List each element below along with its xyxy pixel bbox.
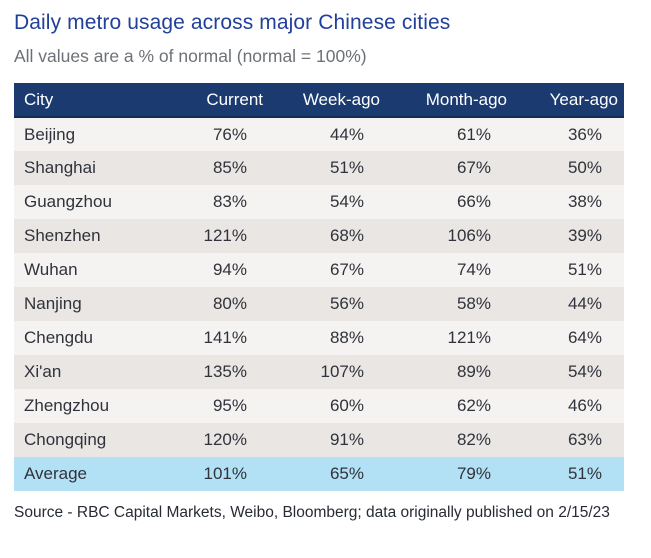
value-cell: 74% (456, 260, 491, 279)
table-row-shanghai: Shanghai 85% 51% 67% 50% (14, 151, 624, 185)
source-note: Source - RBC Capital Markets, Weibo, Blo… (14, 504, 610, 521)
value-cell: 91% (329, 430, 364, 449)
value-cell: 63% (567, 430, 602, 449)
city-cell: Chengdu (24, 328, 94, 347)
value-cell: 56% (329, 294, 364, 313)
value-cell: 54% (567, 362, 602, 381)
page-title: Daily metro usage across major Chinese c… (14, 11, 451, 34)
city-cell: Nanjing (24, 294, 82, 313)
value-cell: 88% (329, 328, 364, 347)
city-cell: Guangzhou (24, 192, 112, 211)
table-row-chengdu: Chengdu 141% 88% 121% 64% (14, 321, 624, 355)
value-cell: 121% (203, 226, 247, 245)
value-cell: 61% (456, 124, 491, 144)
city-cell: Average (24, 464, 88, 483)
value-cell: 67% (456, 158, 491, 177)
table-row-guangzhou: Guangzhou 83% 54% 66% 38% (14, 185, 624, 219)
column-header-year-ago: Year-ago (513, 83, 624, 118)
city-cell: Zhengzhou (24, 396, 110, 415)
value-cell: 82% (456, 430, 491, 449)
table-row-xian: Xi'an 135% 107% 89% 54% (14, 355, 624, 389)
value-cell: 67% (329, 260, 364, 279)
value-cell: 44% (329, 124, 364, 144)
city-cell: Beijing (24, 124, 76, 144)
table-row-nanjing: Nanjing 80% 56% 58% 44% (14, 287, 624, 321)
value-cell: 62% (456, 396, 491, 415)
column-header-week-ago: Week-ago (269, 83, 386, 118)
city-cell: Shanghai (24, 158, 96, 177)
value-cell: 83% (212, 192, 247, 211)
city-cell: Shenzhen (24, 226, 101, 245)
city-cell: Chongqing (24, 430, 107, 449)
value-cell: 80% (212, 294, 247, 313)
value-cell: 44% (567, 294, 602, 313)
value-cell: 46% (567, 396, 602, 415)
value-cell: 60% (329, 396, 364, 415)
value-cell: 38% (567, 192, 602, 211)
table-row-average: Average 101% 65% 79% 51% (14, 457, 624, 491)
value-cell: 106% (447, 226, 491, 245)
table-row-wuhan: Wuhan 94% 67% 74% 51% (14, 253, 624, 287)
value-cell: 51% (329, 158, 364, 177)
value-cell: 120% (203, 430, 247, 449)
city-cell: Wuhan (24, 260, 78, 279)
value-cell: 51% (567, 260, 602, 279)
value-cell: 39% (567, 226, 602, 245)
value-cell: 68% (329, 226, 364, 245)
value-cell: 54% (329, 192, 364, 211)
table-row-beijing: Beijing 76% 44% 61% 36% (14, 117, 624, 151)
column-header-month-ago: Month-ago (386, 83, 513, 118)
table-header-row: City Current Week-ago Month-ago Year-ago (14, 83, 624, 118)
table-row-zhengzhou: Zhengzhou 95% 60% 62% 46% (14, 389, 624, 423)
table-row-shenzhen: Shenzhen 121% 68% 106% 39% (14, 219, 624, 253)
metro-usage-table: City Current Week-ago Month-ago Year-ago… (14, 83, 624, 491)
table-row-chongqing: Chongqing 120% 91% 82% 63% (14, 423, 624, 457)
value-cell: 58% (456, 294, 491, 313)
value-cell: 101% (203, 464, 247, 483)
value-cell: 107% (320, 362, 364, 381)
value-cell: 64% (567, 328, 602, 347)
value-cell: 121% (447, 328, 491, 347)
column-header-current: Current (160, 83, 269, 118)
value-cell: 76% (212, 124, 247, 144)
value-cell: 50% (567, 158, 602, 177)
value-cell: 89% (456, 362, 491, 381)
city-cell: Xi'an (24, 362, 62, 381)
value-cell: 94% (212, 260, 247, 279)
value-cell: 65% (329, 464, 364, 483)
value-cell: 135% (203, 362, 247, 381)
figure-container: Daily metro usage across major Chinese c… (14, 11, 624, 521)
page-subtitle: All values are a % of normal (normal = 1… (14, 46, 367, 66)
value-cell: 79% (456, 464, 491, 483)
value-cell: 85% (212, 158, 247, 177)
value-cell: 95% (212, 396, 247, 415)
value-cell: 51% (567, 464, 602, 483)
value-cell: 36% (567, 124, 602, 144)
column-header-city: City (14, 83, 160, 118)
value-cell: 141% (203, 328, 247, 347)
value-cell: 66% (456, 192, 491, 211)
